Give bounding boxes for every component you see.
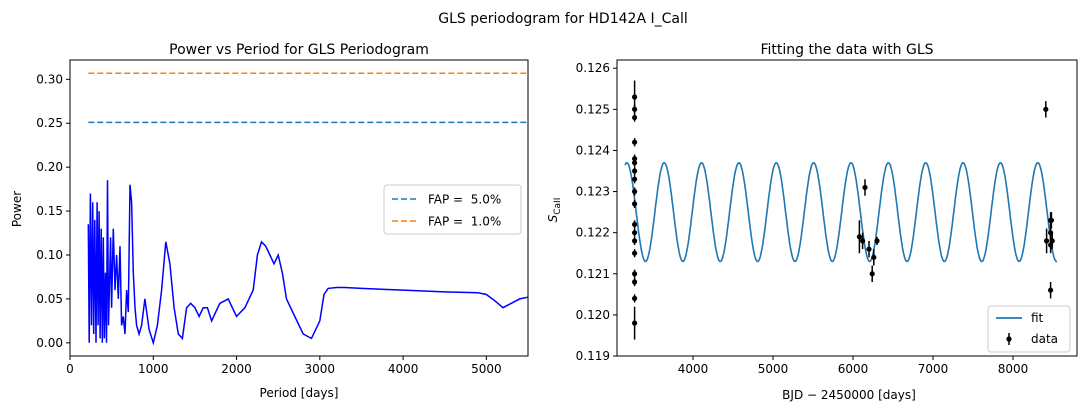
legend-data-label: data	[1031, 332, 1058, 346]
left-x-axis-label: Period [days]	[260, 386, 339, 400]
legend-fit-label: fit	[1031, 311, 1044, 325]
data-point	[632, 221, 638, 228]
left-y-axis-label: Power	[10, 191, 24, 227]
data-point	[1043, 106, 1049, 112]
right-y-tick-label: 0.122	[576, 226, 610, 240]
left-y-tick-label: 0.05	[36, 292, 63, 306]
left-x-tick-label: 5000	[471, 362, 502, 376]
left-x-tick-label: 3000	[305, 362, 336, 376]
right-y-tick-label: 0.126	[576, 61, 610, 75]
data-point	[632, 230, 638, 236]
data-point	[1044, 238, 1050, 244]
data-point	[866, 246, 872, 252]
data-point	[856, 234, 863, 240]
data-point	[862, 184, 868, 191]
data-point	[871, 254, 877, 260]
right-y-tick-label: 0.121	[576, 267, 610, 281]
left-axis-ticks: 0 1000 2000 3000 4000 5000 0.00 0.05 0.10 0.15 0.2…	[36, 72, 501, 376]
right-chart: Fitting the data with GLS BJD − 2450000 …	[546, 42, 1078, 402]
data-point	[632, 176, 638, 182]
data-point	[632, 295, 638, 302]
right-x-tick-label: 5000	[758, 362, 789, 376]
data-point	[632, 156, 638, 162]
data-point	[632, 94, 638, 100]
right-series-group	[624, 80, 1058, 340]
data-point	[632, 201, 638, 207]
left-chart-title: Power vs Period for GLS Periodogram	[169, 42, 429, 58]
right-y-tick-label: 0.125	[576, 102, 610, 116]
fit-curve-line	[624, 161, 1058, 263]
right-y-axis-label-main: S	[546, 214, 560, 222]
legend-fap5-label: FAP = 5.0%	[428, 193, 501, 207]
data-point	[632, 114, 638, 121]
right-x-tick-label: 8000	[998, 362, 1029, 376]
data-point	[632, 271, 638, 277]
left-plot-area	[69, 59, 529, 357]
left-y-tick-label: 0.30	[36, 72, 63, 86]
left-y-tick-label: 0.00	[36, 336, 63, 350]
left-y-tick-label: 0.15	[36, 204, 63, 218]
data-point	[632, 188, 638, 195]
data-point	[874, 238, 880, 244]
left-y-tick-label: 0.25	[36, 116, 63, 130]
data-point	[632, 106, 638, 112]
data-point	[869, 271, 875, 277]
data-point	[1048, 287, 1054, 293]
left-legend: FAP = 5.0% FAP = 1.0%	[383, 184, 522, 235]
data-point	[632, 238, 638, 244]
data-point	[1048, 217, 1054, 223]
data-point	[632, 279, 638, 285]
data-point	[860, 238, 866, 244]
data-point	[632, 320, 638, 326]
right-y-tick-label: 0.119	[576, 349, 610, 363]
data-point	[632, 168, 638, 174]
left-y-tick-label: 0.20	[36, 160, 63, 174]
data-point	[1049, 238, 1055, 244]
right-y-tick-label: 0.123	[576, 185, 610, 199]
right-y-axis-label: SCaII	[546, 198, 563, 223]
right-x-axis-label: BJD − 2450000 [days]	[782, 388, 916, 402]
legend-data-marker	[1006, 336, 1012, 342]
legend-fap1-label: FAP = 1.0%	[428, 215, 501, 229]
left-series-group	[87, 72, 529, 346]
left-x-tick-label: 0	[66, 362, 74, 376]
power-spectrum-line	[87, 180, 529, 346]
left-x-tick-label: 4000	[388, 362, 419, 376]
left-legend-box	[383, 184, 522, 235]
right-legend: fit data	[987, 305, 1071, 353]
right-x-tick-label: 7000	[918, 362, 949, 376]
right-plot-area	[616, 59, 1078, 357]
left-y-tick-label: 0.10	[36, 248, 63, 262]
right-x-tick-label: 4000	[678, 362, 709, 376]
data-point	[632, 139, 638, 145]
left-x-tick-label: 2000	[221, 362, 252, 376]
right-chart-title: Fitting the data with GLS	[760, 42, 933, 58]
figure-suptitle: GLS periodogram for HD142A I_Call	[438, 11, 687, 27]
data-point	[632, 250, 638, 256]
data-point	[632, 160, 638, 166]
right-y-tick-label: 0.120	[576, 308, 610, 322]
right-x-tick-label: 6000	[838, 362, 869, 376]
left-chart: Power vs Period for GLS Periodogram Peri…	[10, 42, 529, 400]
right-y-tick-label: 0.124	[576, 143, 610, 157]
right-axis-ticks: 4000 5000 6000 7000 8000 0.119 0.120 0.121 0.122…	[576, 61, 1029, 376]
right-y-axis-label-sub: CaII	[553, 198, 563, 215]
left-x-tick-label: 1000	[138, 362, 169, 376]
